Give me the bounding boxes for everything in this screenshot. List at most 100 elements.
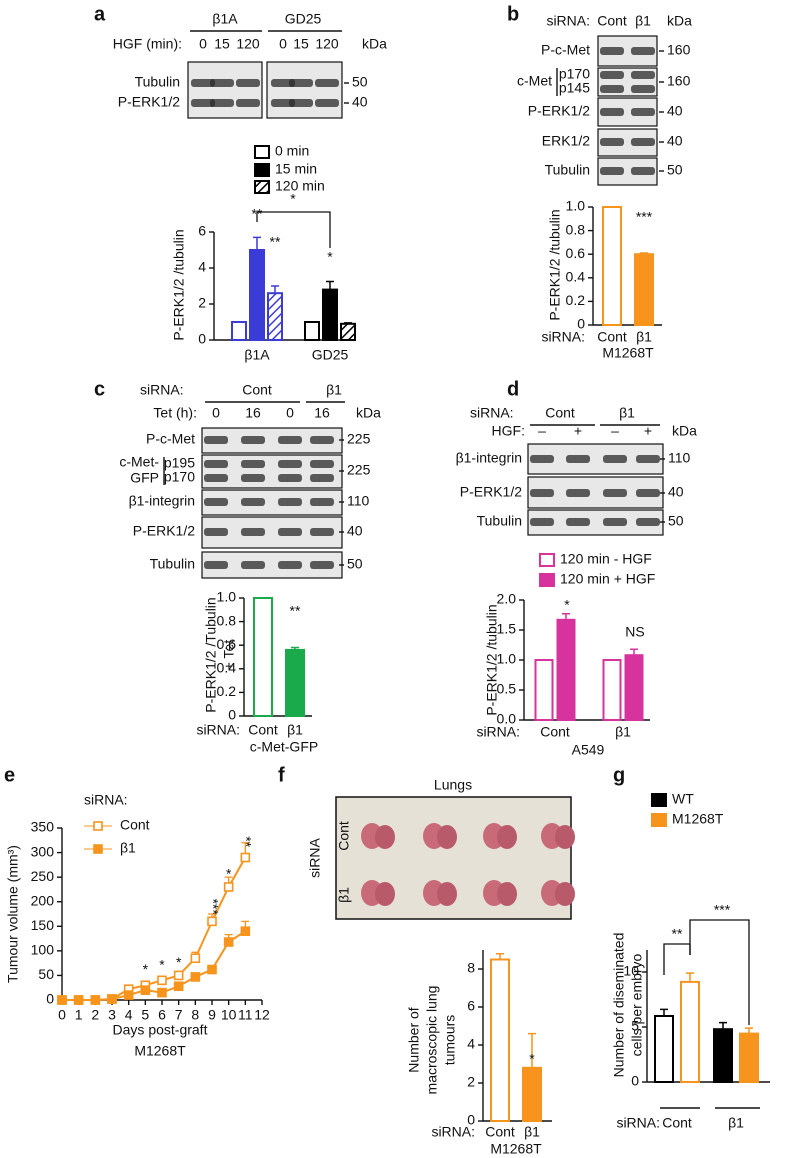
lane-label: 120 bbox=[315, 36, 339, 52]
blot-band bbox=[310, 498, 334, 506]
blot-band bbox=[315, 79, 339, 87]
blot-band bbox=[566, 518, 590, 526]
legend-label: 120 min bbox=[275, 178, 325, 194]
caption: M1268T bbox=[490, 1141, 542, 1157]
lane-label: HGF: bbox=[492, 423, 525, 439]
x-tick-label: β1 bbox=[287, 722, 303, 738]
y-axis-label: Number of bbox=[406, 1007, 422, 1072]
blot-band bbox=[566, 489, 590, 497]
blot-band bbox=[603, 489, 627, 497]
y-tick-label: 2 bbox=[467, 1074, 475, 1090]
blot-band bbox=[636, 518, 660, 526]
row-label: c-Met bbox=[517, 73, 552, 89]
legend-marker bbox=[93, 821, 103, 831]
group-label: siRNA: bbox=[140, 382, 184, 398]
group-label: β1 bbox=[619, 405, 635, 421]
y-axis-label: P-ERK1/2 /tubulin bbox=[484, 604, 500, 715]
y-tick-label: 0.2 bbox=[217, 683, 237, 699]
blot-band bbox=[631, 47, 655, 55]
error-bar bbox=[745, 1027, 753, 1034]
point bbox=[223, 882, 234, 892]
lane-label: + bbox=[644, 423, 652, 439]
blot-band bbox=[241, 528, 265, 536]
point bbox=[73, 995, 84, 1005]
point bbox=[157, 975, 167, 986]
blot-band bbox=[631, 108, 655, 116]
lane-label: 15 bbox=[214, 36, 230, 52]
blot-band bbox=[600, 71, 624, 79]
point bbox=[190, 972, 201, 982]
series-line bbox=[62, 930, 246, 1001]
blot-band bbox=[636, 455, 660, 463]
y-tick-label: 250 bbox=[31, 868, 55, 884]
lung bbox=[437, 825, 457, 849]
y-axis-label: P-ERK1/2 /Tubulin bbox=[203, 597, 219, 712]
panel-letter: c bbox=[94, 378, 105, 400]
blot-band bbox=[191, 79, 215, 87]
annotation: * bbox=[564, 597, 570, 613]
blot-band bbox=[278, 561, 302, 569]
lung bbox=[497, 825, 517, 849]
x-tick-label: 6 bbox=[158, 1007, 166, 1023]
blot-band bbox=[204, 460, 228, 468]
bar bbox=[304, 321, 320, 341]
point bbox=[90, 995, 101, 1005]
row-label: P-c-Met bbox=[541, 42, 590, 58]
error-bar bbox=[344, 322, 352, 324]
lane-label: 0 bbox=[279, 36, 287, 52]
kda-label: 225 bbox=[347, 462, 371, 478]
kda-label: 225 bbox=[347, 431, 371, 447]
blot-band bbox=[278, 436, 302, 444]
group-label: β1A bbox=[212, 11, 238, 27]
blot-band bbox=[204, 436, 228, 444]
x-tick-label: 8 bbox=[191, 1007, 199, 1023]
legend-marker bbox=[93, 844, 103, 854]
unit-label: kDa bbox=[356, 405, 381, 421]
panel-letter: f bbox=[278, 764, 285, 786]
point bbox=[207, 964, 217, 975]
legend-label: M1268T bbox=[672, 811, 724, 827]
y-tick-label: 1.5 bbox=[497, 621, 517, 637]
blot-band bbox=[236, 79, 260, 87]
kda-label: 40 bbox=[347, 523, 363, 539]
blot-band bbox=[289, 79, 313, 87]
blot-band bbox=[310, 528, 334, 536]
bar bbox=[602, 206, 622, 326]
blot-band bbox=[241, 474, 265, 482]
y-axis-label: P-ERK1/2 /tubulin bbox=[547, 209, 563, 320]
photo-row-label: Cont bbox=[336, 821, 352, 851]
group-label: β1 bbox=[326, 382, 342, 398]
bar bbox=[739, 1032, 759, 1083]
y-tick-label: 4 bbox=[198, 259, 206, 275]
x-axis-label: siRNA: bbox=[616, 1115, 660, 1131]
x-axis-label: siRNA: bbox=[196, 722, 240, 738]
bar bbox=[253, 597, 273, 717]
legend-label: 120 min - HGF bbox=[560, 551, 652, 567]
y-tick-label: 10 bbox=[623, 963, 639, 979]
row-label: ERK1/2 bbox=[542, 133, 590, 149]
y-tick-label: 0 bbox=[46, 991, 54, 1007]
point bbox=[107, 994, 117, 1004]
point bbox=[157, 987, 167, 998]
y-tick-label: 150 bbox=[31, 917, 55, 933]
lung bbox=[437, 882, 457, 906]
legend-label: 0 min bbox=[275, 143, 309, 159]
annotation: ** bbox=[290, 603, 301, 619]
point bbox=[240, 852, 251, 863]
y-tick-label: 100 bbox=[31, 942, 55, 958]
y-tick-label: 0.2 bbox=[566, 292, 586, 308]
blot-band bbox=[278, 498, 302, 506]
y-tick-label: 0.4 bbox=[566, 269, 586, 285]
y-tick-label: 0.6 bbox=[566, 245, 586, 261]
bar bbox=[534, 659, 554, 721]
blot-box bbox=[201, 454, 343, 489]
bar bbox=[624, 654, 644, 722]
x-tick-label: GD25 bbox=[312, 347, 349, 363]
x-tick-label: 7 bbox=[175, 1007, 183, 1023]
legend-swatch bbox=[651, 793, 667, 807]
group-label: Cont bbox=[242, 382, 272, 398]
row-label: Tubulin bbox=[135, 74, 180, 90]
blot-band bbox=[530, 455, 554, 463]
blot-band bbox=[600, 85, 624, 93]
bar bbox=[634, 253, 654, 326]
